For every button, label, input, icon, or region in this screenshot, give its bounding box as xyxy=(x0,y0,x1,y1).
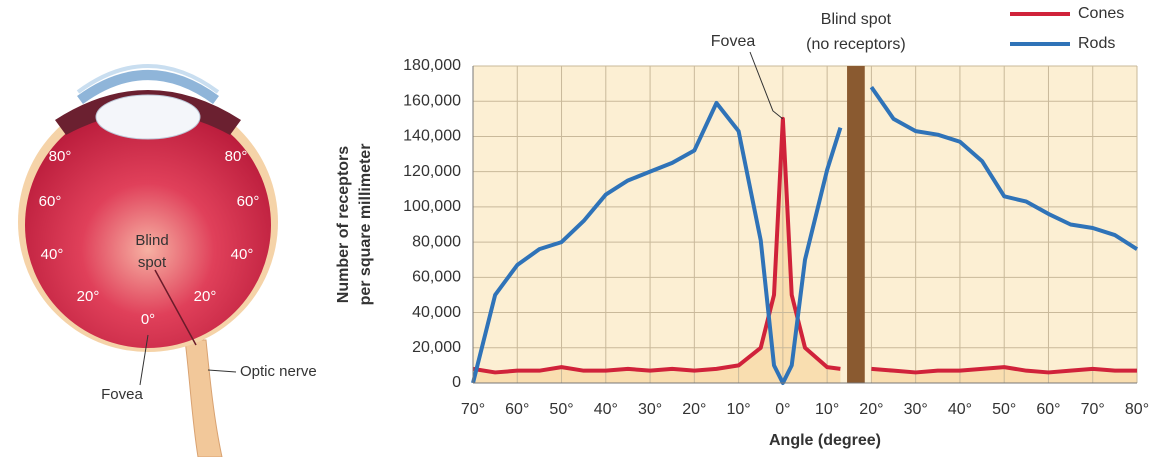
angle-label: 0° xyxy=(141,311,155,328)
y-axis-title: per square millimeter xyxy=(357,144,374,306)
angle-label: 60° xyxy=(39,193,62,210)
blind-spot-label: spot xyxy=(138,254,167,271)
y-tick-label: 80,000 xyxy=(412,233,461,250)
legend-label: Rods xyxy=(1078,35,1115,52)
x-tick-label: 80° xyxy=(1125,401,1149,418)
y-tick-label: 120,000 xyxy=(403,163,461,180)
angle-label: 80° xyxy=(49,148,72,165)
lens xyxy=(95,94,201,140)
x-tick-label: 0° xyxy=(775,401,790,418)
x-tick-label: 60° xyxy=(505,401,529,418)
x-tick-label: 70° xyxy=(461,401,485,418)
y-tick-label: 0 xyxy=(452,374,461,391)
angle-label: 40° xyxy=(41,246,64,263)
x-tick-label: 60° xyxy=(1036,401,1060,418)
x-tick-label: 40° xyxy=(948,401,972,418)
optic-nerve-label: Optic nerve xyxy=(240,363,317,380)
y-tick-label: 60,000 xyxy=(412,269,461,286)
x-tick-label: 20° xyxy=(682,401,706,418)
blind-spot-leader xyxy=(154,269,197,346)
cornea xyxy=(76,64,220,94)
y-tick-label: 100,000 xyxy=(403,198,461,215)
y-axis-title: Number of receptors xyxy=(335,146,352,303)
angle-label: 80° xyxy=(225,148,248,165)
x-axis-title: Angle (degree) xyxy=(769,432,881,449)
fovea-leader xyxy=(139,334,149,386)
blind-spot-band xyxy=(847,66,865,383)
y-tick-label: 20,000 xyxy=(412,339,461,356)
angle-label: 20° xyxy=(194,288,217,305)
fovea-leader xyxy=(749,51,784,120)
x-tick-label: 10° xyxy=(815,401,839,418)
y-tick-label: 160,000 xyxy=(403,92,461,109)
chart: 0 20,000 40,000 60,000 80,000 100,000 120,000 1… xyxy=(335,5,1149,449)
x-tick-label: 50° xyxy=(992,401,1016,418)
angle-label: 60° xyxy=(237,193,260,210)
x-tick-label: 30° xyxy=(904,401,928,418)
optic-nerve-shape xyxy=(184,339,223,457)
x-tick-label: 30° xyxy=(638,401,662,418)
x-tick-label: 50° xyxy=(549,401,573,418)
legend-label: Cones xyxy=(1078,5,1124,22)
blind-spot-annotation: (no receptors) xyxy=(806,36,906,53)
x-tick-label: 70° xyxy=(1081,401,1105,418)
x-tick-label: 20° xyxy=(859,401,883,418)
angle-label: 20° xyxy=(77,288,100,305)
blind-spot-label: Blind xyxy=(135,232,168,249)
x-tick-label: 40° xyxy=(594,401,618,418)
y-tick-label: 180,000 xyxy=(403,57,461,74)
fovea-annotation: Fovea xyxy=(711,33,756,50)
angle-label: 40° xyxy=(231,246,254,263)
plot-background xyxy=(473,66,1137,383)
y-tick-label: 40,000 xyxy=(412,304,461,321)
y-tick-label: 140,000 xyxy=(403,128,461,145)
iris xyxy=(77,70,219,105)
fovea-label: Fovea xyxy=(101,386,143,403)
blind-spot-annotation: Blind spot xyxy=(821,11,892,28)
series-line xyxy=(471,85,1139,385)
x-tick-label: 10° xyxy=(726,401,750,418)
retina xyxy=(25,102,271,348)
eye-diagram: 80° 80° 60° 60° 40° 40° 20° 20° 0° Blind… xyxy=(18,64,317,457)
optic-nerve-leader xyxy=(207,369,237,373)
series-line xyxy=(472,116,1137,375)
